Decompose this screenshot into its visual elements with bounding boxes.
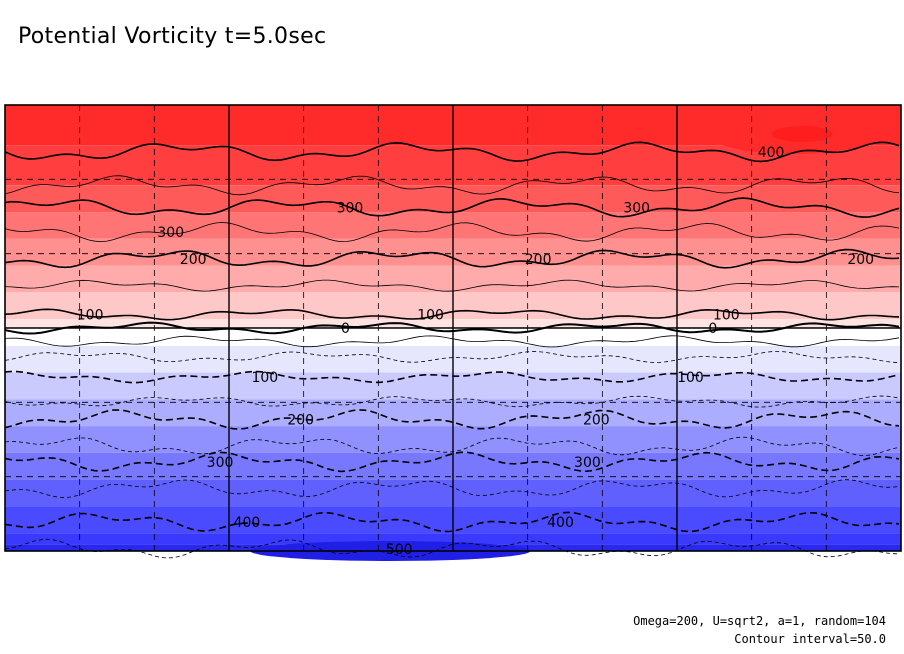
plot-frame [4,104,902,552]
contour-label: 300 [623,201,650,217]
contour-label: 200 [180,252,207,268]
grid-lines [5,105,901,551]
contour-line [4,222,900,243]
contour-label: 400 [758,145,785,161]
contour-label: 200 [287,412,314,428]
contour-line [4,141,900,163]
contour-line [4,197,900,218]
contour-interval-note: Contour interval=50.0 [734,632,886,646]
contour-line [4,451,900,473]
pv-max-core [772,125,833,142]
contour-label: 100 [417,308,444,324]
contour-line [4,321,900,335]
contour-label: 100 [713,308,740,324]
contour-label: 200 [583,412,610,428]
contour-line [4,511,900,533]
contour-lines [4,141,900,559]
contour-label: 100 [251,370,278,386]
contour-line [4,248,900,269]
parameter-note: Omega=200, U=sqrt2, a=1, random=104 [633,614,886,628]
chart-title: Potential Vorticity t=5.0sec [18,24,327,49]
contour-label: 0 [341,321,350,337]
contour-label: 200 [525,252,552,268]
contour-label: 500 [386,542,413,558]
contour-line [4,436,900,457]
contour-label: 0 [708,321,717,337]
contour-label: 400 [547,515,574,531]
contour-label: 400 [234,515,261,531]
contour-label: 200 [847,252,874,268]
contour-line [4,479,900,499]
contour-label: 300 [207,455,234,471]
contour-label: 300 [337,201,364,217]
contour-label: 300 [157,225,184,241]
contour-label: 100 [77,308,104,324]
contour-line [4,409,900,430]
contour-label: 100 [677,370,704,386]
contour-line [4,538,900,559]
contour-label: 300 [574,455,601,471]
contour-line [4,370,900,384]
contour-line [4,395,900,408]
